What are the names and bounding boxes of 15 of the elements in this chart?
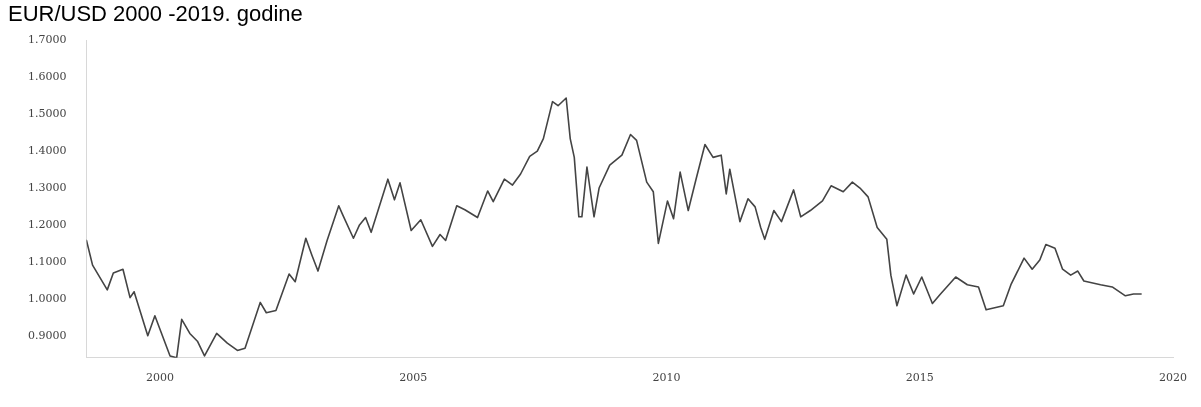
- chart-title: EUR/USD 2000 -2019. godine: [8, 1, 303, 27]
- y-tick-label: 1.1000: [27, 254, 67, 268]
- y-tick-label: 1.2000: [27, 217, 67, 231]
- x-tick-label: 2015: [905, 371, 934, 385]
- y-tick-label: 0.9000: [27, 328, 67, 342]
- y-tick-label: 1.0000: [27, 291, 67, 305]
- y-tick-label: 1.7000: [27, 33, 67, 47]
- y-tick-label: 1.5000: [27, 107, 67, 121]
- x-tick-label: 2005: [399, 371, 428, 385]
- x-tick-label: 2010: [652, 371, 681, 385]
- x-tick-label: 2020: [1159, 371, 1187, 385]
- y-tick-label: 1.3000: [27, 180, 67, 194]
- y-tick-label: 1.4000: [27, 143, 67, 157]
- x-tick-label: 2000: [145, 371, 174, 385]
- y-tick-label: 1.6000: [27, 70, 67, 84]
